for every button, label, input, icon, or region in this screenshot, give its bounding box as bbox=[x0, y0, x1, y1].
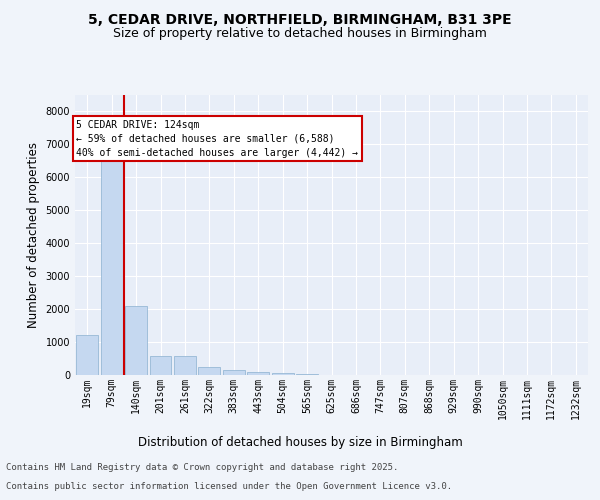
Bar bbox=[76, 336, 98, 375]
Bar bbox=[174, 356, 196, 375]
Bar bbox=[272, 373, 293, 375]
Bar bbox=[223, 370, 245, 375]
Bar bbox=[125, 306, 147, 375]
Text: Size of property relative to detached houses in Birmingham: Size of property relative to detached ho… bbox=[113, 28, 487, 40]
Y-axis label: Number of detached properties: Number of detached properties bbox=[27, 142, 40, 328]
Text: 5 CEDAR DRIVE: 124sqm
← 59% of detached houses are smaller (6,588)
40% of semi-d: 5 CEDAR DRIVE: 124sqm ← 59% of detached … bbox=[76, 120, 358, 158]
Text: 5, CEDAR DRIVE, NORTHFIELD, BIRMINGHAM, B31 3PE: 5, CEDAR DRIVE, NORTHFIELD, BIRMINGHAM, … bbox=[88, 12, 512, 26]
Bar bbox=[296, 374, 318, 375]
Text: Contains public sector information licensed under the Open Government Licence v3: Contains public sector information licen… bbox=[6, 482, 452, 491]
Bar bbox=[101, 156, 122, 375]
Bar bbox=[149, 356, 172, 375]
Text: Distribution of detached houses by size in Birmingham: Distribution of detached houses by size … bbox=[137, 436, 463, 449]
Bar bbox=[247, 372, 269, 375]
Bar bbox=[199, 368, 220, 375]
Text: Contains HM Land Registry data © Crown copyright and database right 2025.: Contains HM Land Registry data © Crown c… bbox=[6, 464, 398, 472]
